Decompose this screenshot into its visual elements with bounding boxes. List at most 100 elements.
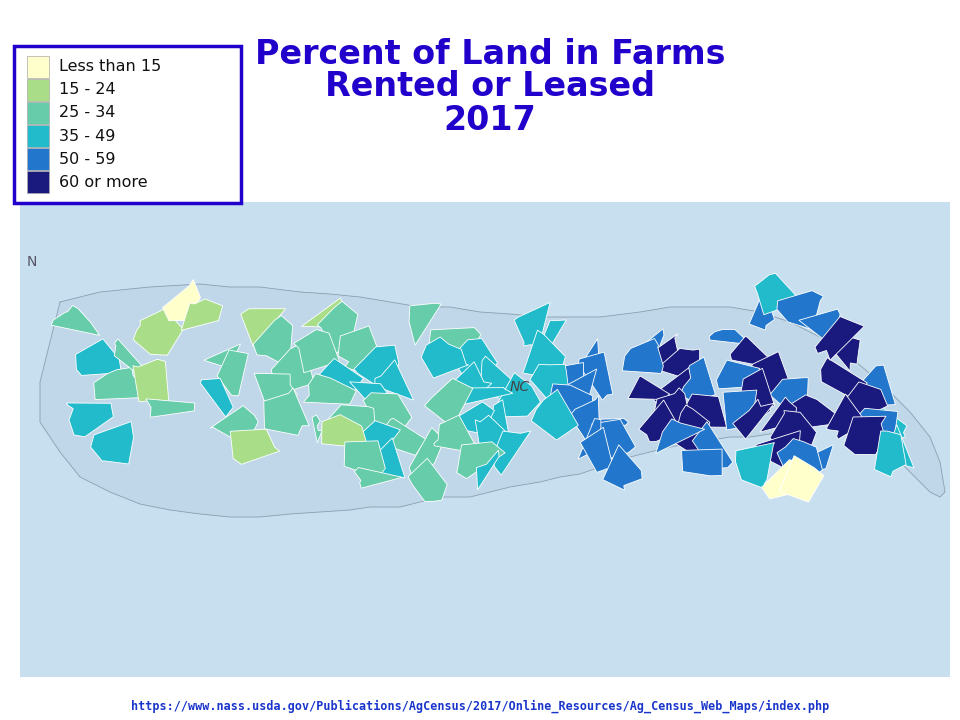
Polygon shape [444,361,492,402]
Text: NC STATE: NC STATE [12,9,101,27]
Polygon shape [51,305,100,336]
Text: Rented or Leased: Rented or Leased [325,71,655,104]
Polygon shape [827,394,865,439]
Polygon shape [320,359,364,400]
Polygon shape [204,344,241,367]
Polygon shape [709,330,751,345]
Polygon shape [90,422,133,464]
Polygon shape [66,403,113,437]
Polygon shape [345,441,385,478]
Polygon shape [770,377,808,415]
Polygon shape [371,438,405,478]
Polygon shape [114,339,145,379]
Polygon shape [449,402,494,434]
Polygon shape [254,373,298,410]
Polygon shape [784,395,835,429]
Polygon shape [844,416,886,454]
Polygon shape [622,338,663,374]
Polygon shape [777,291,824,330]
Bar [27,148,49,170]
Polygon shape [749,289,775,330]
Polygon shape [456,442,505,479]
Text: NC: NC [510,380,530,394]
Polygon shape [363,392,412,437]
Polygon shape [656,419,705,454]
Polygon shape [628,377,673,400]
Polygon shape [580,427,614,472]
Polygon shape [354,345,399,392]
Polygon shape [662,390,689,428]
Polygon shape [481,356,516,401]
Polygon shape [677,357,715,402]
Polygon shape [770,410,817,456]
Polygon shape [303,374,356,404]
Polygon shape [494,373,540,417]
Polygon shape [181,299,223,330]
Polygon shape [531,390,578,440]
Text: Less than 15: Less than 15 [59,59,161,74]
Polygon shape [301,298,343,328]
Polygon shape [464,387,513,405]
Polygon shape [884,425,914,469]
Polygon shape [349,420,400,459]
Polygon shape [651,388,694,431]
Polygon shape [579,352,612,400]
Polygon shape [230,429,279,464]
Text: N: N [27,255,37,269]
Text: 15 - 24: 15 - 24 [59,82,115,97]
Polygon shape [692,422,732,469]
Polygon shape [564,369,597,413]
Polygon shape [409,428,444,477]
Polygon shape [542,363,584,395]
Polygon shape [738,369,775,421]
Polygon shape [329,405,374,444]
Polygon shape [732,399,775,439]
Polygon shape [94,367,141,400]
Text: 2017: 2017 [444,104,537,137]
Polygon shape [836,374,874,390]
Polygon shape [241,309,286,347]
Polygon shape [475,415,516,460]
Polygon shape [571,338,599,380]
Text: EXTENSION: EXTENSION [105,11,193,25]
Polygon shape [424,378,473,426]
Bar [27,102,49,124]
Bar [27,78,49,101]
Polygon shape [374,360,414,400]
Polygon shape [272,343,315,391]
Polygon shape [349,382,393,415]
Polygon shape [514,302,550,346]
Polygon shape [735,443,775,488]
Polygon shape [523,330,565,379]
Polygon shape [312,415,323,443]
Polygon shape [530,364,568,408]
Polygon shape [674,405,709,453]
Polygon shape [821,358,867,399]
Polygon shape [633,329,664,356]
Bar [27,125,49,147]
Polygon shape [253,315,293,366]
FancyBboxPatch shape [14,46,241,203]
Polygon shape [586,418,629,436]
Polygon shape [354,467,402,488]
Polygon shape [815,317,864,360]
Polygon shape [780,456,824,502]
Text: 25 - 34: 25 - 34 [59,105,115,120]
Polygon shape [550,384,592,423]
Polygon shape [210,405,258,446]
Text: 50 - 59: 50 - 59 [59,152,115,167]
Polygon shape [852,408,898,446]
Polygon shape [638,400,683,441]
Polygon shape [132,359,169,403]
Polygon shape [731,336,774,368]
Text: 60 or more: 60 or more [59,175,148,190]
Polygon shape [748,351,792,400]
Polygon shape [421,337,468,378]
Polygon shape [294,330,340,373]
Polygon shape [716,360,759,389]
Polygon shape [852,365,896,413]
Polygon shape [162,279,201,320]
Polygon shape [682,394,727,427]
Polygon shape [592,419,636,461]
Bar [27,55,49,78]
